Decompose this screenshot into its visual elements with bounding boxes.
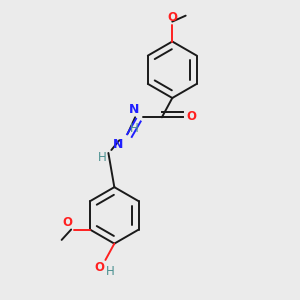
- Text: N: N: [129, 103, 139, 116]
- Text: H: H: [106, 265, 115, 278]
- Text: O: O: [187, 110, 196, 123]
- Text: H: H: [98, 152, 107, 164]
- Text: O: O: [62, 216, 72, 229]
- Text: O: O: [94, 261, 104, 274]
- Text: N: N: [113, 138, 123, 151]
- Text: O: O: [167, 11, 177, 24]
- Text: H: H: [130, 122, 139, 135]
